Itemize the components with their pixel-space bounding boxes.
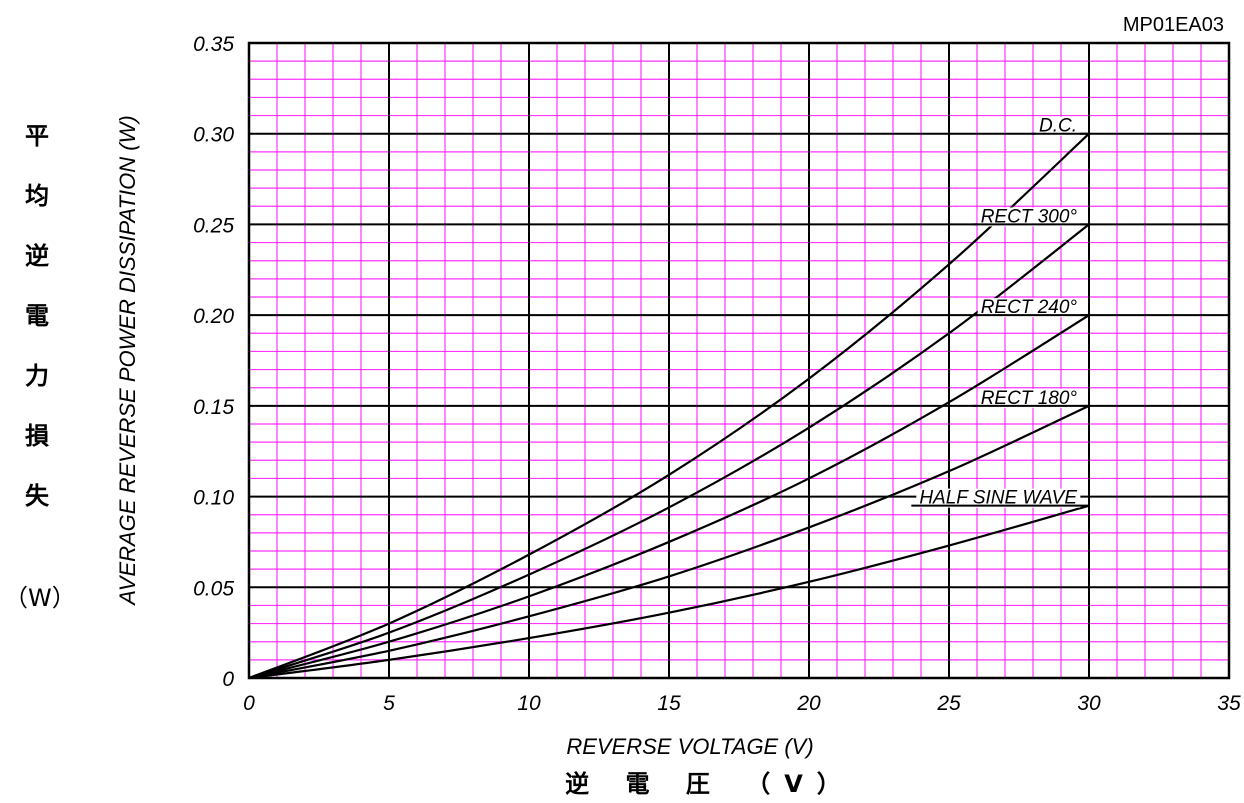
plot-frame: [247, 41, 1231, 680]
y-axis-ja-unit: （W）: [4, 584, 76, 612]
series-line: [248, 314, 1090, 680]
series-label: RECT 180°: [981, 388, 1078, 409]
y-axis-ja-char: 逆: [25, 242, 49, 270]
series-line: [248, 223, 1090, 680]
series-label-background: [1036, 116, 1080, 136]
x-tick-label: 5: [383, 692, 395, 715]
y-axis-label: AVERAGE REVERSE POWER DISSIPATION (W): [115, 115, 140, 605]
y-axis-ja-char: 損: [25, 422, 49, 450]
x-tick-label: 35: [1217, 692, 1241, 715]
series-line: [248, 132, 1090, 680]
y-axis-ja-char: 失: [25, 482, 49, 510]
curves: [248, 132, 1090, 680]
y-tick-label: 0.15: [193, 396, 234, 419]
x-axis-japanese-label: 逆 電 圧 （V）: [565, 770, 855, 798]
series-label: RECT 300°: [981, 206, 1078, 227]
series-label-background: [977, 207, 1081, 227]
y-axis-ja-char: 力: [25, 362, 49, 390]
y-tick-label: 0.20: [193, 305, 234, 328]
series-label-background: [977, 298, 1081, 318]
y-tick-label: 0.30: [193, 124, 234, 147]
x-tick-labels: 0 5 10 15 20 25 30 35: [243, 692, 1241, 715]
chart-code: MP01EA03: [1122, 14, 1224, 36]
y-axis-ja-char: 平: [25, 122, 49, 150]
series-label: HALF SINE WAVE: [919, 488, 1077, 509]
grid: [247, 41, 1231, 680]
series-line: [248, 504, 1090, 680]
series-label-background: [977, 388, 1081, 408]
y-axis-ja-char: 均: [25, 182, 49, 210]
y-tick-label: 0.25: [193, 214, 234, 237]
x-tick-label: 30: [1077, 692, 1101, 715]
y-tick-label: 0.10: [193, 487, 234, 510]
x-tick-label: 25: [936, 692, 961, 715]
y-axis-ja-char: 電: [25, 302, 49, 330]
y-tick-label: 0.35: [193, 33, 234, 56]
x-tick-label: 20: [796, 692, 821, 715]
x-tick-label: 15: [657, 692, 681, 715]
y-tick-label: 0: [222, 668, 234, 691]
y-tick-label: 0.05: [193, 577, 234, 600]
series-label: D.C.: [1039, 116, 1077, 137]
series-label: RECT 240°: [981, 297, 1078, 318]
x-tick-label: 0: [243, 692, 255, 715]
x-tick-label: 10: [517, 692, 541, 715]
curve-labels: D.C. RECT 300° RECT 240° RECT 180° HALF SINE…: [911, 116, 1089, 509]
series-line: [248, 404, 1090, 680]
series-label-background: [916, 488, 1081, 508]
y-tick-labels: 0 0.05 0.10 0.15 0.20 0.25 0.30 0.35: [193, 33, 234, 691]
x-axis-label: REVERSE VOLTAGE (V): [566, 734, 814, 759]
